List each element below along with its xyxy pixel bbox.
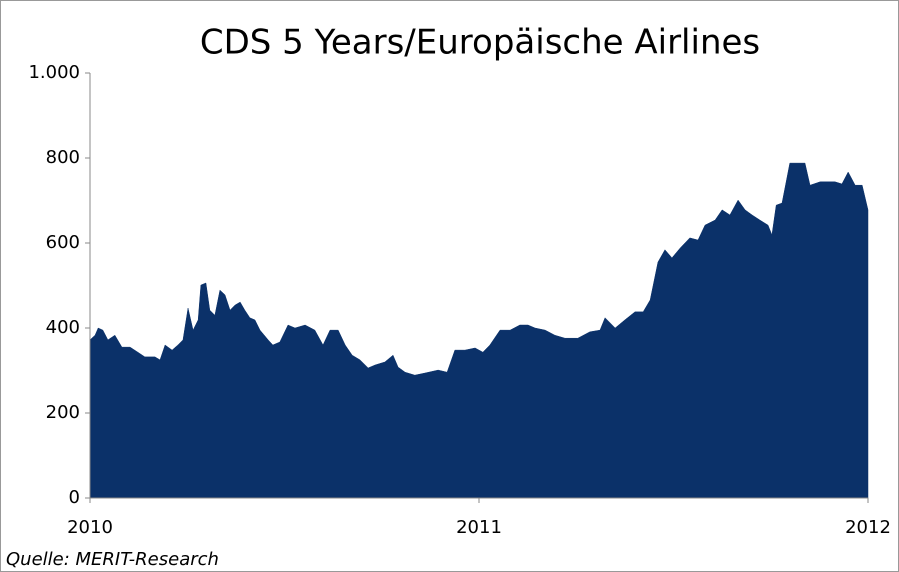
- y-tick-label: 0: [69, 487, 80, 508]
- x-tick-label: 2011: [456, 517, 502, 538]
- y-tick-label: 400: [46, 317, 80, 338]
- x-tick-label: 2012: [845, 517, 891, 538]
- y-tick-label: 1.000: [28, 62, 80, 83]
- chart-title: CDS 5 Years/Europäische Airlines: [200, 23, 760, 63]
- area: [89, 162, 869, 499]
- source-note: Quelle: MERIT-Research: [6, 549, 219, 570]
- x-tick-label: 2010: [67, 517, 113, 538]
- y-tick-label: 600: [46, 232, 80, 253]
- y-tick-label: 800: [46, 147, 80, 168]
- y-tick-label: 200: [46, 402, 80, 423]
